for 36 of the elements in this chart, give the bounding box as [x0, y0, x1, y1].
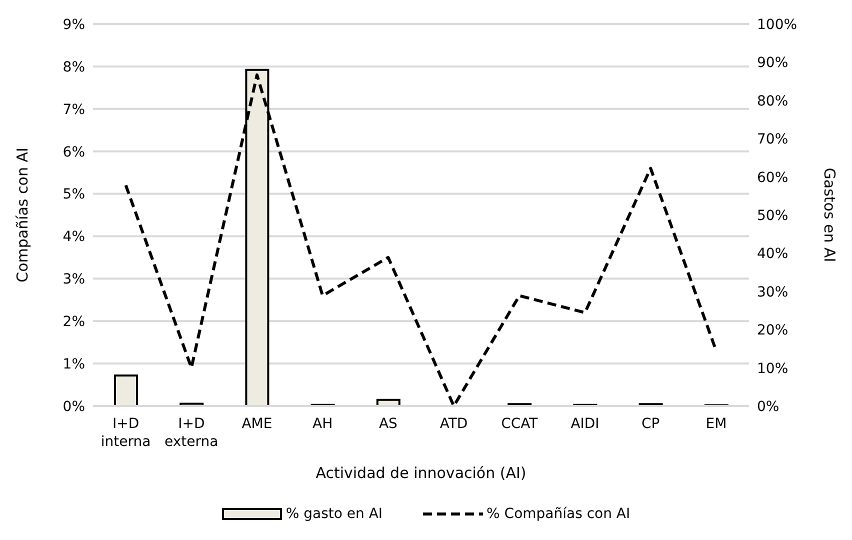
y2-axis-title: Gastos en AI	[820, 168, 839, 262]
y2-tick-label: 30%	[757, 284, 788, 300]
y-tick-label: 3%	[62, 272, 85, 288]
y-tick-label: 9%	[62, 16, 85, 33]
x-tick-label: I+D externa	[164, 416, 218, 450]
y2-tick-label: 60%	[757, 170, 788, 186]
y-tick-label: 2%	[62, 314, 85, 330]
y2-tick-label: 40%	[757, 246, 788, 262]
y-tick-label: 7%	[62, 102, 85, 118]
y-axis-title: Compañías con AI	[13, 148, 32, 282]
y-tick-label: 4%	[62, 229, 85, 246]
legend-label: % gasto en AI	[284, 506, 383, 522]
x-tick-label: AS	[378, 416, 398, 432]
x-tick-label: AH	[312, 416, 333, 432]
x-axis-title: Actividad de innovación (AI)	[316, 464, 526, 482]
x-tick-label: AME	[242, 416, 272, 432]
y-tick-label: 8%	[62, 59, 85, 76]
x-tick-label: EM	[706, 416, 727, 432]
y2-tick-label: 0%	[757, 398, 780, 415]
y2-tick-label: 10%	[757, 360, 788, 377]
y-tick-label: 6%	[62, 144, 85, 160]
y2-tick-label: 50%	[757, 208, 788, 224]
x-tick-label: ATD	[440, 416, 468, 432]
y2-tick-label: 90%	[757, 55, 788, 72]
x-tick-label: CCAT	[501, 416, 538, 432]
x-tick-label: AIDI	[570, 416, 600, 432]
x-tick-label: CP	[641, 416, 660, 432]
y2-tick-label: 80%	[757, 93, 788, 110]
legend-label: % Compañías con AI	[486, 506, 630, 522]
y2-tick-label: 100%	[757, 16, 798, 33]
y-tick-label: 1%	[62, 356, 85, 373]
y-tick-label: 5%	[62, 186, 85, 203]
y-tick-label: 0%	[62, 398, 85, 415]
x-tick-label: I+D interna	[100, 416, 151, 450]
y2-tick-label: 70%	[757, 132, 788, 148]
y2-tick-label: 20%	[757, 322, 788, 339]
